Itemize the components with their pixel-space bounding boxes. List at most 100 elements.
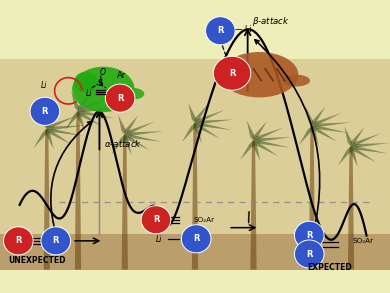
Polygon shape xyxy=(47,129,72,145)
Polygon shape xyxy=(124,115,138,135)
Text: — Li: — Li xyxy=(235,25,252,34)
Polygon shape xyxy=(118,115,126,135)
Text: R: R xyxy=(15,236,21,245)
Text: O: O xyxy=(99,68,105,77)
Polygon shape xyxy=(47,125,85,130)
Polygon shape xyxy=(112,135,125,154)
Text: R: R xyxy=(306,250,312,258)
Polygon shape xyxy=(311,126,319,146)
FancyArrowPatch shape xyxy=(51,122,92,233)
Polygon shape xyxy=(77,111,85,132)
Text: /: / xyxy=(245,210,253,225)
Polygon shape xyxy=(350,146,358,167)
Ellipse shape xyxy=(74,72,98,92)
Polygon shape xyxy=(351,146,388,154)
Text: Li: Li xyxy=(86,89,92,98)
Ellipse shape xyxy=(41,227,71,255)
Text: R: R xyxy=(193,234,199,243)
Polygon shape xyxy=(254,127,284,141)
Polygon shape xyxy=(351,133,381,146)
Polygon shape xyxy=(195,120,233,124)
Polygon shape xyxy=(125,131,163,136)
Polygon shape xyxy=(195,123,220,139)
Text: Li: Li xyxy=(156,235,162,244)
FancyArrowPatch shape xyxy=(255,40,320,236)
Polygon shape xyxy=(47,129,83,136)
Polygon shape xyxy=(247,120,255,141)
Polygon shape xyxy=(254,137,292,142)
Text: R: R xyxy=(217,26,223,35)
Polygon shape xyxy=(351,146,376,162)
Ellipse shape xyxy=(4,227,33,255)
Polygon shape xyxy=(124,135,131,155)
Polygon shape xyxy=(65,111,78,131)
Polygon shape xyxy=(194,123,202,143)
Polygon shape xyxy=(44,129,50,270)
Text: R: R xyxy=(229,69,235,78)
Polygon shape xyxy=(338,146,351,166)
Polygon shape xyxy=(254,141,278,156)
Polygon shape xyxy=(240,141,254,160)
Polygon shape xyxy=(195,123,232,130)
Polygon shape xyxy=(188,103,196,123)
Polygon shape xyxy=(309,126,315,270)
Text: R: R xyxy=(153,215,159,224)
Text: SO₂Ar: SO₂Ar xyxy=(353,238,374,244)
Polygon shape xyxy=(125,122,155,135)
Ellipse shape xyxy=(30,97,60,125)
Polygon shape xyxy=(312,113,342,126)
Polygon shape xyxy=(195,110,225,123)
Text: $\beta$-attack: $\beta$-attack xyxy=(252,15,290,28)
Polygon shape xyxy=(46,129,53,149)
Polygon shape xyxy=(299,126,312,145)
Text: R: R xyxy=(42,107,48,116)
Text: R: R xyxy=(53,236,59,245)
Polygon shape xyxy=(125,135,150,151)
Polygon shape xyxy=(351,127,364,146)
Bar xyxy=(0,59,390,270)
Polygon shape xyxy=(348,146,354,270)
Text: R: R xyxy=(306,231,312,240)
Polygon shape xyxy=(78,92,91,111)
Ellipse shape xyxy=(72,67,135,112)
Ellipse shape xyxy=(220,52,298,97)
Ellipse shape xyxy=(219,59,249,85)
Polygon shape xyxy=(312,107,325,126)
Polygon shape xyxy=(195,104,208,123)
Polygon shape xyxy=(344,126,352,146)
Ellipse shape xyxy=(283,75,310,86)
Polygon shape xyxy=(182,123,195,142)
Ellipse shape xyxy=(121,88,144,100)
Polygon shape xyxy=(192,123,198,270)
Polygon shape xyxy=(125,134,161,142)
Polygon shape xyxy=(250,141,257,270)
Polygon shape xyxy=(312,126,337,142)
Text: UNEXPECTED: UNEXPECTED xyxy=(8,256,66,265)
Polygon shape xyxy=(305,106,313,126)
Bar xyxy=(0,234,390,270)
Text: $\alpha$-attack: $\alpha$-attack xyxy=(104,138,142,149)
Text: EXPECTED: EXPECTED xyxy=(307,263,352,272)
Ellipse shape xyxy=(213,56,251,90)
Polygon shape xyxy=(122,135,128,270)
Polygon shape xyxy=(312,122,350,127)
Polygon shape xyxy=(47,116,77,129)
Ellipse shape xyxy=(206,17,235,45)
Polygon shape xyxy=(75,111,81,270)
Text: Li: Li xyxy=(41,81,47,90)
Polygon shape xyxy=(78,111,103,127)
Ellipse shape xyxy=(294,221,324,249)
Text: SO₂Ar: SO₂Ar xyxy=(194,217,215,223)
Polygon shape xyxy=(253,121,267,141)
Polygon shape xyxy=(252,141,260,161)
Polygon shape xyxy=(351,143,389,147)
Polygon shape xyxy=(312,126,349,133)
Polygon shape xyxy=(78,98,108,111)
Polygon shape xyxy=(34,129,47,148)
Text: R: R xyxy=(117,94,123,103)
Text: S: S xyxy=(98,79,103,88)
Polygon shape xyxy=(254,140,290,148)
Ellipse shape xyxy=(294,240,324,268)
Ellipse shape xyxy=(181,225,211,253)
Polygon shape xyxy=(71,91,79,111)
